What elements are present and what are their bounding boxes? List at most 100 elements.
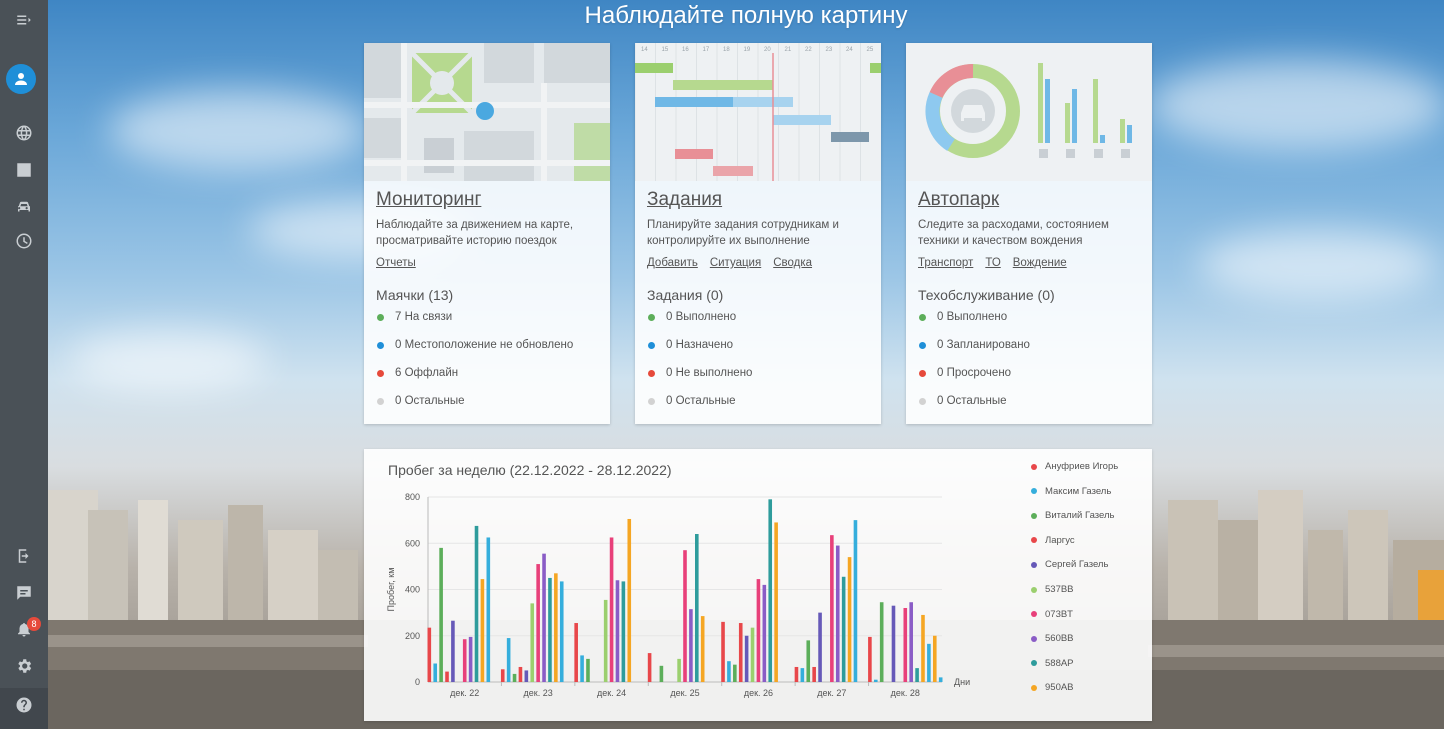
chart-bar[interactable] — [439, 547, 443, 682]
legend-item[interactable]: 537BB — [1030, 584, 1150, 595]
chart-bar[interactable] — [683, 550, 687, 682]
chart-bar[interactable] — [542, 553, 546, 682]
chart-bar[interactable] — [536, 564, 540, 682]
chart-bar[interactable] — [700, 616, 705, 682]
chart-bar[interactable] — [462, 639, 467, 682]
chart-bar[interactable] — [580, 655, 584, 682]
chart-bar[interactable] — [659, 665, 664, 682]
status-dot — [919, 341, 926, 349]
history-icon[interactable] — [0, 226, 48, 256]
chart-bar[interactable] — [938, 677, 943, 682]
chart-bar[interactable] — [794, 666, 799, 682]
legend-item[interactable]: 073BT — [1030, 609, 1150, 620]
chart-bar[interactable] — [744, 635, 749, 682]
help-icon[interactable] — [0, 690, 48, 720]
legend-item[interactable]: Ларгус — [1030, 535, 1150, 546]
chart-bar[interactable] — [921, 614, 925, 682]
chart-bar[interactable] — [500, 669, 505, 682]
chart-bar[interactable] — [609, 537, 614, 682]
legend-item[interactable]: 560BB — [1030, 633, 1150, 644]
chart-bar[interactable] — [835, 545, 840, 682]
chart-bar[interactable] — [627, 518, 632, 682]
chart-bar[interactable] — [733, 664, 737, 682]
add-task-link[interactable]: Добавить — [647, 257, 698, 269]
chart-bar[interactable] — [927, 643, 931, 682]
chart-bar[interactable] — [603, 599, 608, 682]
chart-bar[interactable] — [445, 671, 449, 682]
tasks-title-link[interactable]: Задания — [647, 189, 723, 210]
car-icon[interactable] — [0, 192, 48, 222]
chart-bar[interactable] — [677, 658, 681, 682]
chart-bar[interactable] — [506, 638, 511, 682]
chart-bar[interactable] — [695, 534, 699, 682]
chart-bar[interactable] — [554, 573, 558, 682]
chart-bar[interactable] — [853, 520, 858, 682]
chart-bar[interactable] — [727, 661, 731, 682]
summary-link[interactable]: Сводка — [773, 257, 813, 269]
maintenance-link[interactable]: ТО — [985, 257, 1001, 269]
chart-bar[interactable] — [879, 602, 884, 682]
chart-bar[interactable] — [932, 635, 937, 682]
fleet-title-link[interactable]: Автопарк — [918, 189, 1000, 210]
chart-bar[interactable] — [800, 668, 805, 682]
bell-icon[interactable] — [0, 614, 48, 644]
chart-bar[interactable] — [847, 557, 852, 682]
chart-bar[interactable] — [841, 576, 846, 682]
chat-icon[interactable] — [0, 578, 48, 608]
legend-item[interactable]: 588AP — [1030, 658, 1150, 669]
reports-link[interactable]: Отчеты — [376, 257, 416, 269]
chart-bar[interactable] — [774, 522, 778, 682]
chart-bar[interactable] — [427, 627, 432, 682]
chart-bar[interactable] — [480, 579, 485, 682]
globe-icon[interactable] — [0, 118, 48, 148]
chart-bar[interactable] — [818, 612, 822, 682]
chart-bar[interactable] — [721, 621, 725, 682]
logout-icon[interactable] — [0, 541, 48, 571]
chart-bar[interactable] — [903, 608, 908, 682]
chart-bar[interactable] — [474, 525, 479, 682]
chart-bar[interactable] — [756, 579, 761, 682]
chart-bar[interactable] — [621, 581, 626, 682]
legend-item[interactable]: Ануфриев Игорь — [1030, 461, 1150, 472]
chart-bar[interactable] — [468, 636, 473, 682]
chart-bar[interactable] — [530, 603, 535, 682]
chart-bar[interactable] — [689, 609, 693, 682]
monitoring-title-link[interactable]: Мониторинг — [376, 189, 482, 210]
legend-item[interactable]: Виталий Газель — [1030, 510, 1150, 521]
chart-bar[interactable] — [738, 623, 743, 682]
chart-bar[interactable] — [830, 535, 834, 682]
chart-bar[interactable] — [559, 581, 564, 682]
chart-bar[interactable] — [548, 577, 552, 682]
legend-item[interactable]: Сергей Газель — [1030, 559, 1150, 570]
chart-bar[interactable] — [750, 627, 755, 682]
chart-bar[interactable] — [873, 679, 878, 682]
chart-bar[interactable] — [524, 670, 529, 682]
chart-bar[interactable] — [915, 668, 919, 682]
driving-link[interactable]: Вождение — [1012, 257, 1067, 269]
chart-bar[interactable] — [868, 636, 872, 682]
legend-label: 537BB — [1045, 584, 1074, 595]
chart-bar[interactable] — [615, 580, 620, 682]
reports-icon[interactable] — [0, 155, 48, 185]
chart-bar[interactable] — [891, 605, 896, 682]
chart-bar[interactable] — [433, 663, 438, 683]
situation-link[interactable]: Ситуация — [709, 257, 762, 269]
chart-bar[interactable] — [518, 666, 523, 682]
chart-bar[interactable] — [768, 499, 773, 682]
chart-bar[interactable] — [812, 666, 816, 682]
chart-bar[interactable] — [451, 620, 455, 682]
legend-item[interactable]: 950AB — [1030, 682, 1150, 693]
chart-bar[interactable] — [486, 537, 491, 682]
chart-bar[interactable] — [762, 584, 767, 682]
chart-bar[interactable] — [806, 640, 811, 682]
chart-bar[interactable] — [586, 658, 590, 682]
chart-bar[interactable] — [512, 673, 517, 682]
chart-bar[interactable] — [574, 623, 578, 682]
chart-bar[interactable] — [909, 602, 913, 682]
legend-item[interactable]: Максим Газель — [1030, 486, 1150, 497]
transport-link[interactable]: Транспорт — [918, 257, 974, 269]
gear-icon[interactable] — [0, 651, 48, 681]
menu-toggle-icon[interactable] — [0, 5, 48, 35]
chart-bar[interactable] — [647, 653, 652, 682]
profile-icon[interactable] — [6, 64, 36, 94]
